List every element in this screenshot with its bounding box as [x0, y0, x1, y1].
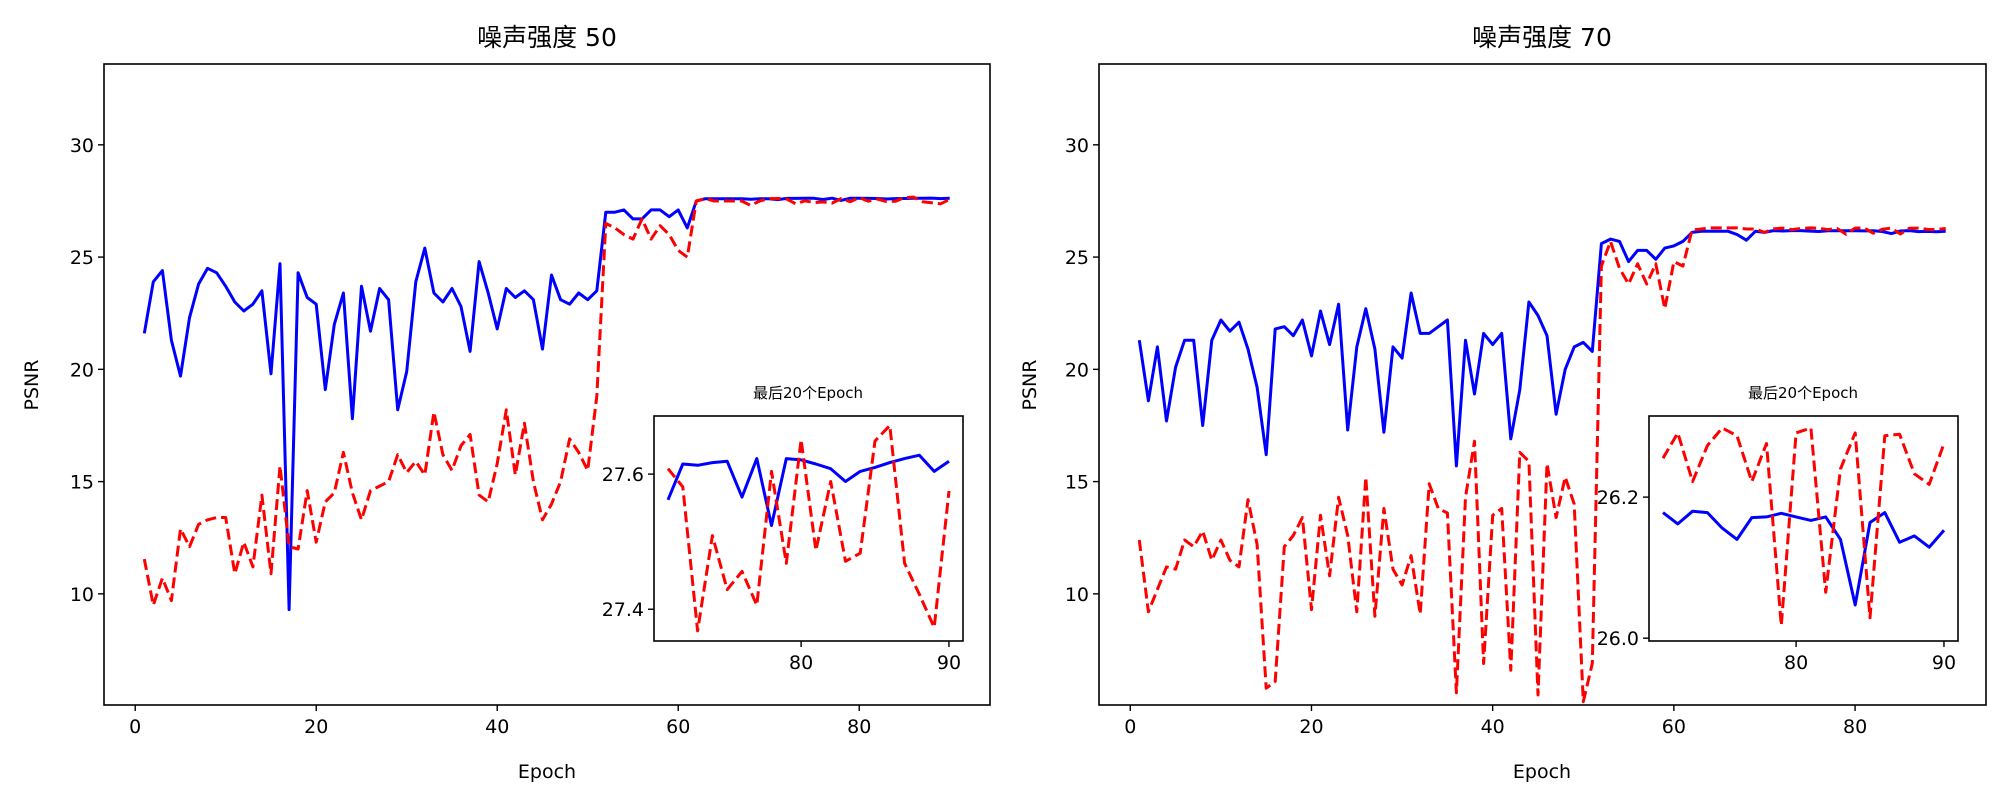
x-tick-label: 40: [485, 716, 509, 738]
series-blue-solid: [1137, 229, 1946, 468]
y-axis-label: PSNR: [21, 360, 43, 411]
x-tick-label: 80: [1843, 716, 1867, 738]
inset-y-tick-label: 27.4: [602, 599, 644, 621]
inset-series-red-dashed: [1661, 426, 1946, 627]
x-tick-label: 40: [1481, 716, 1505, 738]
y-axis-label: PSNR: [1019, 360, 1041, 411]
x-tick-label: 80: [847, 716, 871, 738]
inset-series-blue-solid: [666, 453, 950, 527]
x-tick-label: 60: [1662, 716, 1686, 738]
x-axis-label: Epoch: [1513, 761, 1571, 783]
inset-plot-area: [1649, 416, 1958, 641]
y-tick-label: 10: [1065, 584, 1089, 606]
subplot-noise-50: 噪声强度 50 Epoch PSNR 0 20 40 60 80 10 15 20 25 30 80…: [21, 23, 991, 783]
y-tick-label: 20: [70, 359, 94, 381]
inset-series-blue-solid: [1662, 509, 1946, 607]
inset-title: 最后20个Epoch: [753, 384, 863, 402]
axes-frame: [1098, 63, 1987, 706]
series-red-dashed: [142, 195, 951, 607]
x-tick-label: 0: [129, 716, 141, 738]
inset-x-tick-label: 80: [1784, 652, 1808, 674]
y-tick-label: 25: [1065, 247, 1089, 269]
x-tick-label: 20: [304, 716, 328, 738]
x-tick-label: 60: [666, 716, 690, 738]
y-tick-label: 20: [1065, 359, 1089, 381]
chart-title: 噪声强度 70: [1472, 23, 1612, 52]
inset-series-red-dashed: [666, 424, 951, 633]
y-tick-label: 15: [70, 472, 94, 494]
x-axis-label: Epoch: [518, 761, 576, 783]
chart-title: 噪声强度 50: [477, 23, 617, 52]
inset-x-tick-label: 90: [1932, 652, 1956, 674]
inset-y-tick-label: 27.6: [602, 464, 644, 486]
series-blue-solid: [142, 196, 950, 612]
axes-frame: [103, 63, 991, 706]
inset-x-tick-label: 80: [789, 652, 813, 674]
inset-x-tick-label: 90: [937, 652, 961, 674]
y-tick-label: 25: [70, 247, 94, 269]
y-tick-label: 15: [1065, 472, 1089, 494]
inset-y-tick-label: 26.0: [1597, 628, 1639, 650]
y-tick-label: 30: [70, 135, 94, 157]
inset-plot-area: [654, 416, 963, 641]
inset-title: 最后20个Epoch: [1748, 384, 1858, 402]
inset-y-tick-label: 26.2: [1597, 487, 1639, 509]
y-tick-label: 30: [1065, 135, 1089, 157]
x-tick-label: 20: [1299, 716, 1323, 738]
inset-axes-frame: [1648, 415, 1959, 642]
x-tick-label: 0: [1124, 716, 1136, 738]
series-red-dashed: [1137, 226, 1946, 704]
y-tick-label: 10: [70, 584, 94, 606]
subplot-noise-70: 噪声强度 70 Epoch PSNR 0 20 40 60 80 10 15 20 25 30 80…: [1019, 23, 1987, 783]
inset-axes-frame: [653, 415, 964, 642]
